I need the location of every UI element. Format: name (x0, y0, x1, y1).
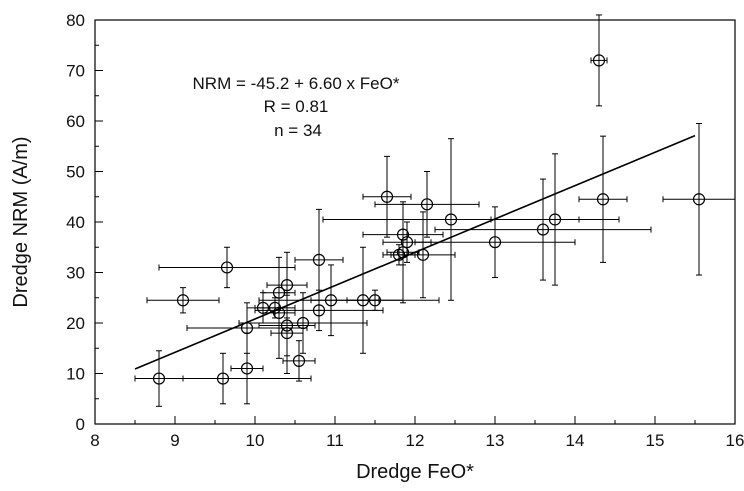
x-axis-label: Dredge FeO* (356, 461, 474, 483)
y-tick-label: 40 (66, 213, 85, 232)
data-point (548, 213, 562, 226)
data-point (356, 294, 370, 307)
x-tick-label: 11 (326, 431, 344, 450)
plot-frame (94, 19, 736, 425)
data-point (368, 294, 382, 307)
y-tick-label: 0 (76, 415, 85, 434)
data-point (400, 236, 414, 249)
data-point (396, 228, 410, 241)
x-tick-label: 14 (566, 431, 585, 450)
error-bar (390, 211, 456, 299)
error-bar (490, 153, 620, 286)
x-tick-label: 12 (406, 431, 425, 450)
data-point (256, 301, 270, 314)
data-point (152, 372, 166, 385)
data-point (536, 223, 550, 236)
data-point (220, 261, 234, 274)
error-bar (230, 332, 264, 405)
data-point (596, 193, 610, 206)
error-bar (578, 135, 628, 263)
data-point (692, 193, 706, 206)
data-point (312, 304, 326, 317)
error-bar (146, 287, 220, 314)
y-tick-label: 60 (66, 112, 85, 131)
data-point (488, 236, 502, 249)
error-bar (374, 171, 480, 238)
error-bar (158, 246, 296, 289)
data-point (592, 54, 606, 67)
y-tick-label: 20 (66, 314, 85, 333)
error-bar (310, 289, 440, 311)
error-bar (662, 123, 736, 276)
equation-text: NRM = -45.2 + 6.60 x FeO* (193, 74, 400, 93)
y-axis-label: Dredge NRM (A/m) (10, 136, 32, 307)
x-tick-label: 13 (486, 431, 505, 450)
data-point (280, 279, 294, 292)
data-point (272, 286, 286, 299)
data-point (420, 198, 434, 211)
y-tick-label: 80 (66, 11, 85, 30)
data-point (324, 294, 338, 307)
data-point (240, 362, 254, 375)
error-bar (238, 292, 368, 354)
r-value-text: R = 0.81 (264, 97, 329, 116)
data-point (444, 213, 458, 226)
x-tick-label: 10 (246, 431, 265, 450)
axis-ticks (94, 19, 736, 425)
y-tick-label: 50 (66, 163, 85, 182)
x-tick-label: 8 (90, 431, 99, 450)
data-point (312, 253, 326, 266)
y-tick-label: 30 (66, 264, 85, 283)
data-point (380, 190, 394, 203)
data-point (280, 327, 294, 340)
error-bar (434, 178, 652, 281)
error-bars (134, 14, 736, 407)
error-bar (362, 203, 444, 266)
data-point (292, 354, 306, 367)
data-point (296, 316, 310, 330)
x-tick-label: 9 (170, 431, 179, 450)
error-bar (254, 297, 296, 319)
error-bar (294, 208, 344, 311)
data-point (280, 319, 294, 332)
regression-line (134, 134, 696, 370)
error-bar (362, 155, 412, 238)
data-point (216, 372, 230, 385)
data-point (272, 306, 286, 319)
n-count-text: n = 34 (274, 121, 322, 140)
y-tick-label: 10 (66, 365, 85, 384)
x-tick-label: 16 (726, 431, 744, 450)
error-bar (282, 340, 316, 382)
x-tick-label: 15 (646, 431, 665, 450)
tick-labels: 8 9 10 11 12 13 14 15 16 0 10 20 30 40 50 60 70 80 (66, 11, 744, 450)
y-tick-label: 70 (66, 62, 85, 81)
data-point (176, 294, 190, 307)
